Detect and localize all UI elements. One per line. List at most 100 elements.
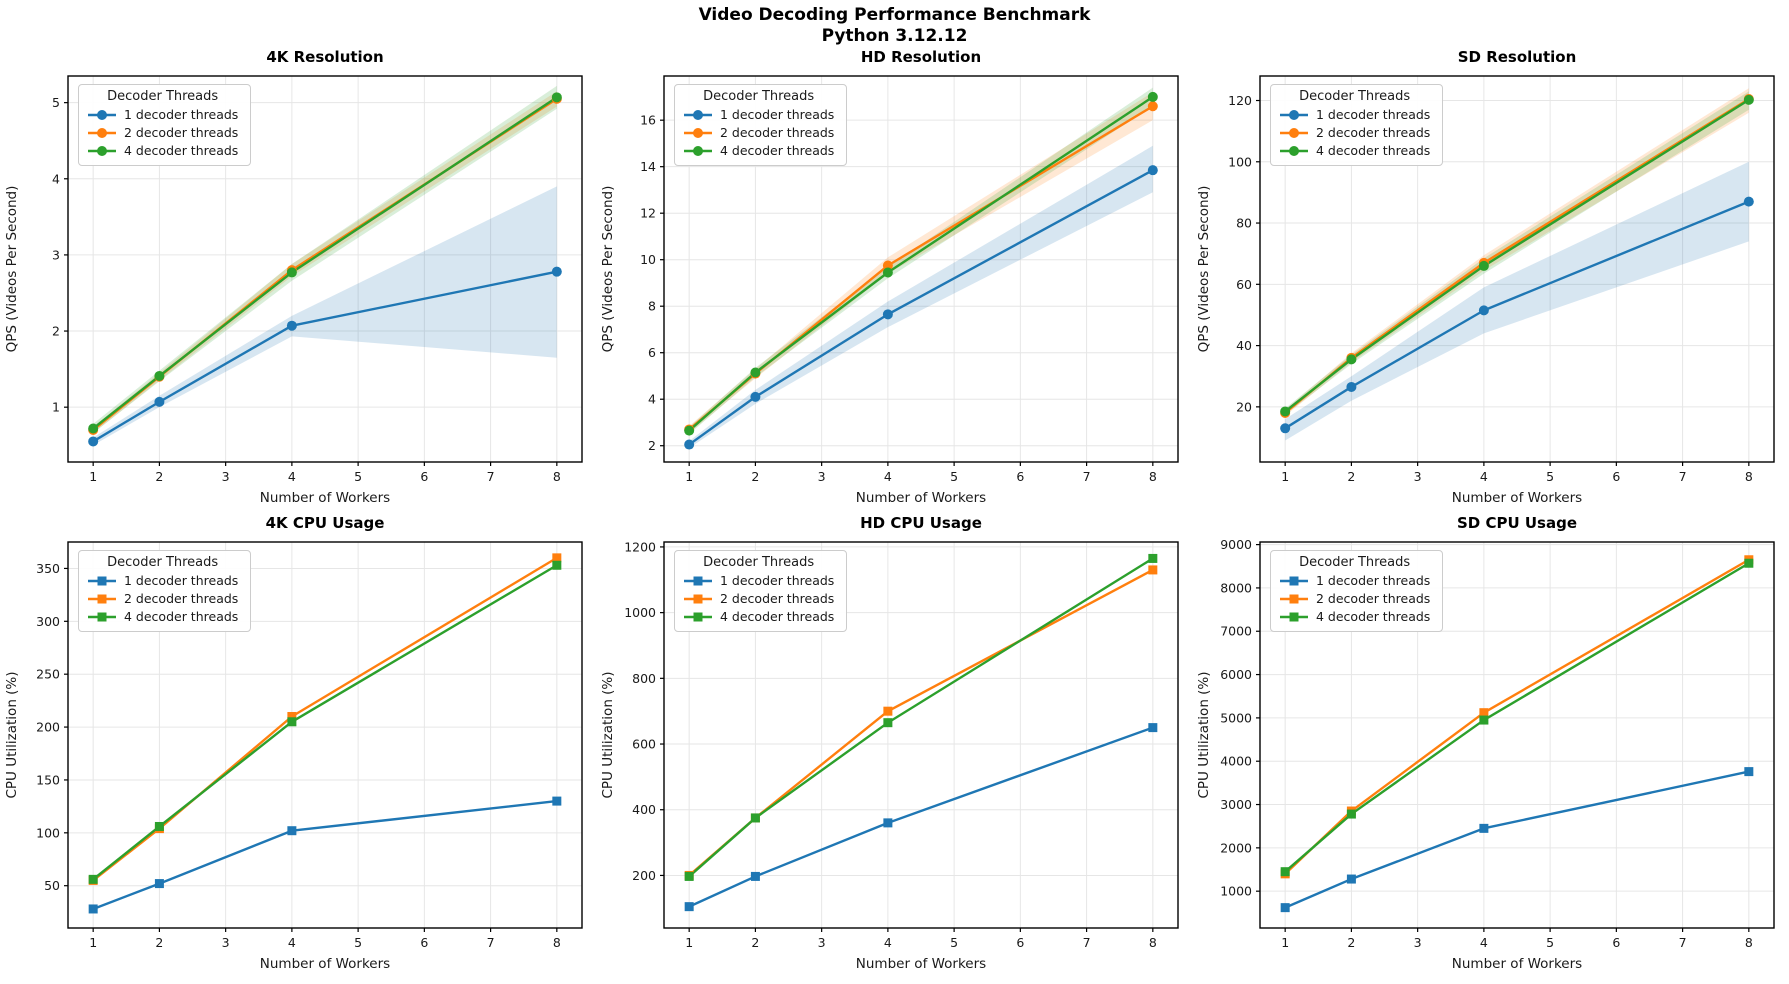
- x-tick-label: 7: [1083, 469, 1091, 484]
- data-point-marker: [684, 440, 695, 451]
- x-tick-label: 5: [1546, 935, 1554, 950]
- data-point-marker: [882, 309, 893, 320]
- data-point-marker: [154, 879, 164, 889]
- legend-entry: 1 decoder threads: [87, 107, 238, 122]
- x-axis-label: Number of Workers: [1452, 490, 1582, 506]
- x-tick-label: 6: [1612, 935, 1620, 950]
- legend-4k-cpu-usage: Decoder Threads 1 decoder threads 2 decode…: [78, 550, 252, 633]
- x-tick-label: 7: [487, 469, 495, 484]
- x-tick-label: 3: [818, 935, 826, 950]
- y-axis-label: QPS (Videos Per Second): [600, 186, 616, 353]
- x-tick-label: 5: [354, 935, 362, 950]
- y-tick-label: 40: [1236, 339, 1252, 354]
- x-tick-label: 7: [487, 935, 495, 950]
- x-tick-label: 2: [751, 469, 759, 484]
- y-tick-label: 200: [632, 868, 656, 883]
- data-point-marker: [1148, 723, 1158, 733]
- x-tick-label: 7: [1083, 935, 1091, 950]
- data-point-marker: [684, 872, 694, 882]
- legend-swatch-circle-icon: [1279, 108, 1309, 122]
- y-tick-label: 350: [36, 561, 60, 576]
- legend-swatch-square-icon: [1279, 574, 1309, 588]
- legend-title: Decoder Threads: [107, 555, 219, 571]
- legend-entry: 4 decoder threads: [87, 143, 238, 158]
- legend-swatch-square-icon: [683, 592, 713, 606]
- y-tick-label: 1: [52, 400, 60, 415]
- x-tick-label: 3: [1414, 935, 1422, 950]
- y-axis-label: CPU Utilization (%): [1196, 672, 1212, 799]
- y-tick-label: 3: [52, 248, 60, 263]
- data-point-marker: [1478, 305, 1489, 316]
- y-tick-label: 100: [36, 826, 60, 841]
- data-point-marker: [1479, 716, 1489, 726]
- legend-entry: 4 decoder threads: [1279, 609, 1430, 624]
- x-tick-label: 8: [1745, 935, 1753, 950]
- legend-entry-label: 1 decoder threads: [720, 107, 835, 123]
- panel-hd-resolution: HD Resolution 1 2 3 4 5 6 7 8 2 4 6 8 10 12 14 16 Number…: [596, 46, 1192, 512]
- series-line: [1283, 770, 1751, 910]
- panel-hd-cpu-usage: HD CPU Usage 1 2 3 4 5 6 7 8 200 400 600 800 1000 120…: [596, 512, 1192, 978]
- legend-marker: [97, 127, 107, 138]
- legend-swatch-circle-icon: [1279, 144, 1309, 158]
- legend-title: Decoder Threads: [1299, 89, 1411, 105]
- x-tick-label: 3: [222, 935, 230, 950]
- axes-frame: [663, 75, 1179, 464]
- y-tick-label: 4: [648, 392, 656, 407]
- error-band: [93, 91, 557, 434]
- chart-canvas-4k-resolution: 1 2 3 4 5 6 7 8 1 2 3 4 5 Number of Workers QPS (Video…: [4, 75, 583, 506]
- data-point-marker: [154, 397, 165, 408]
- legend-entry-label: 4 decoder threads: [720, 143, 835, 159]
- data-point-marker: [154, 371, 165, 382]
- data-point-marker: [154, 822, 164, 832]
- legend-entry-label: 2 decoder threads: [720, 591, 835, 607]
- legend-entry-label: 2 decoder threads: [124, 125, 239, 141]
- series-line: [91, 96, 559, 431]
- error-band: [1285, 162, 1749, 442]
- legend-entry-label: 2 decoder threads: [720, 125, 835, 141]
- legend-entry-label: 2 decoder threads: [124, 591, 239, 607]
- y-tick-label: 6000: [1220, 668, 1252, 683]
- y-tick-label: 250: [36, 667, 60, 682]
- x-tick-label: 1: [89, 935, 97, 950]
- legend-entry: 2 decoder threads: [87, 125, 238, 140]
- y-tick-label: 2: [52, 324, 60, 339]
- x-tick-label: 1: [89, 469, 97, 484]
- y-tick-label: 200: [36, 720, 60, 735]
- data-point-marker: [286, 267, 297, 278]
- legend-marker: [1289, 109, 1299, 120]
- legend-entry: 1 decoder threads: [87, 573, 238, 588]
- x-tick-label: 4: [1480, 469, 1488, 484]
- series-line: [91, 270, 559, 444]
- y-tick-label: 150: [36, 773, 60, 788]
- data-point-marker: [1148, 554, 1158, 564]
- series-line: [91, 800, 559, 911]
- series-line: [91, 557, 559, 883]
- legend-marker: [693, 612, 703, 622]
- chart-title-sd-resolution: SD Resolution: [1457, 48, 1577, 67]
- x-tick-label: 2: [155, 935, 163, 950]
- x-tick-label: 4: [884, 469, 892, 484]
- data-point-marker: [684, 426, 695, 437]
- chart-title-4k-cpu-usage: 4K CPU Usage: [265, 514, 385, 533]
- x-tick-label: 2: [1347, 935, 1355, 950]
- legend-4k-resolution: Decoder Threads 1 decoder threads 2 decode…: [78, 84, 252, 167]
- axes-frame: [1259, 541, 1775, 930]
- y-tick-label: 5000: [1220, 711, 1252, 726]
- y-tick-label: 50: [44, 879, 60, 894]
- x-tick-label: 6: [420, 935, 428, 950]
- data-point-marker: [88, 436, 99, 447]
- legend-entry-label: 1 decoder threads: [124, 573, 239, 589]
- y-axis-label: CPU Utilization (%): [600, 672, 616, 799]
- legend-marker: [1289, 127, 1299, 138]
- legend-marker: [693, 576, 703, 586]
- y-tick-label: 800: [632, 671, 656, 686]
- y-tick-label: 6: [648, 346, 656, 361]
- legend-marker: [97, 109, 107, 120]
- x-tick-label: 5: [950, 469, 958, 484]
- legend-marker: [97, 576, 107, 586]
- data-point-marker: [88, 904, 98, 914]
- panel-4k-resolution: 4K Resolution 1 2 3 4 5 6 7 8 1 2 3 4 5 Number of Wor…: [0, 46, 596, 512]
- legend-entry-label: 4 decoder threads: [124, 609, 239, 625]
- legend-marker: [1289, 594, 1299, 604]
